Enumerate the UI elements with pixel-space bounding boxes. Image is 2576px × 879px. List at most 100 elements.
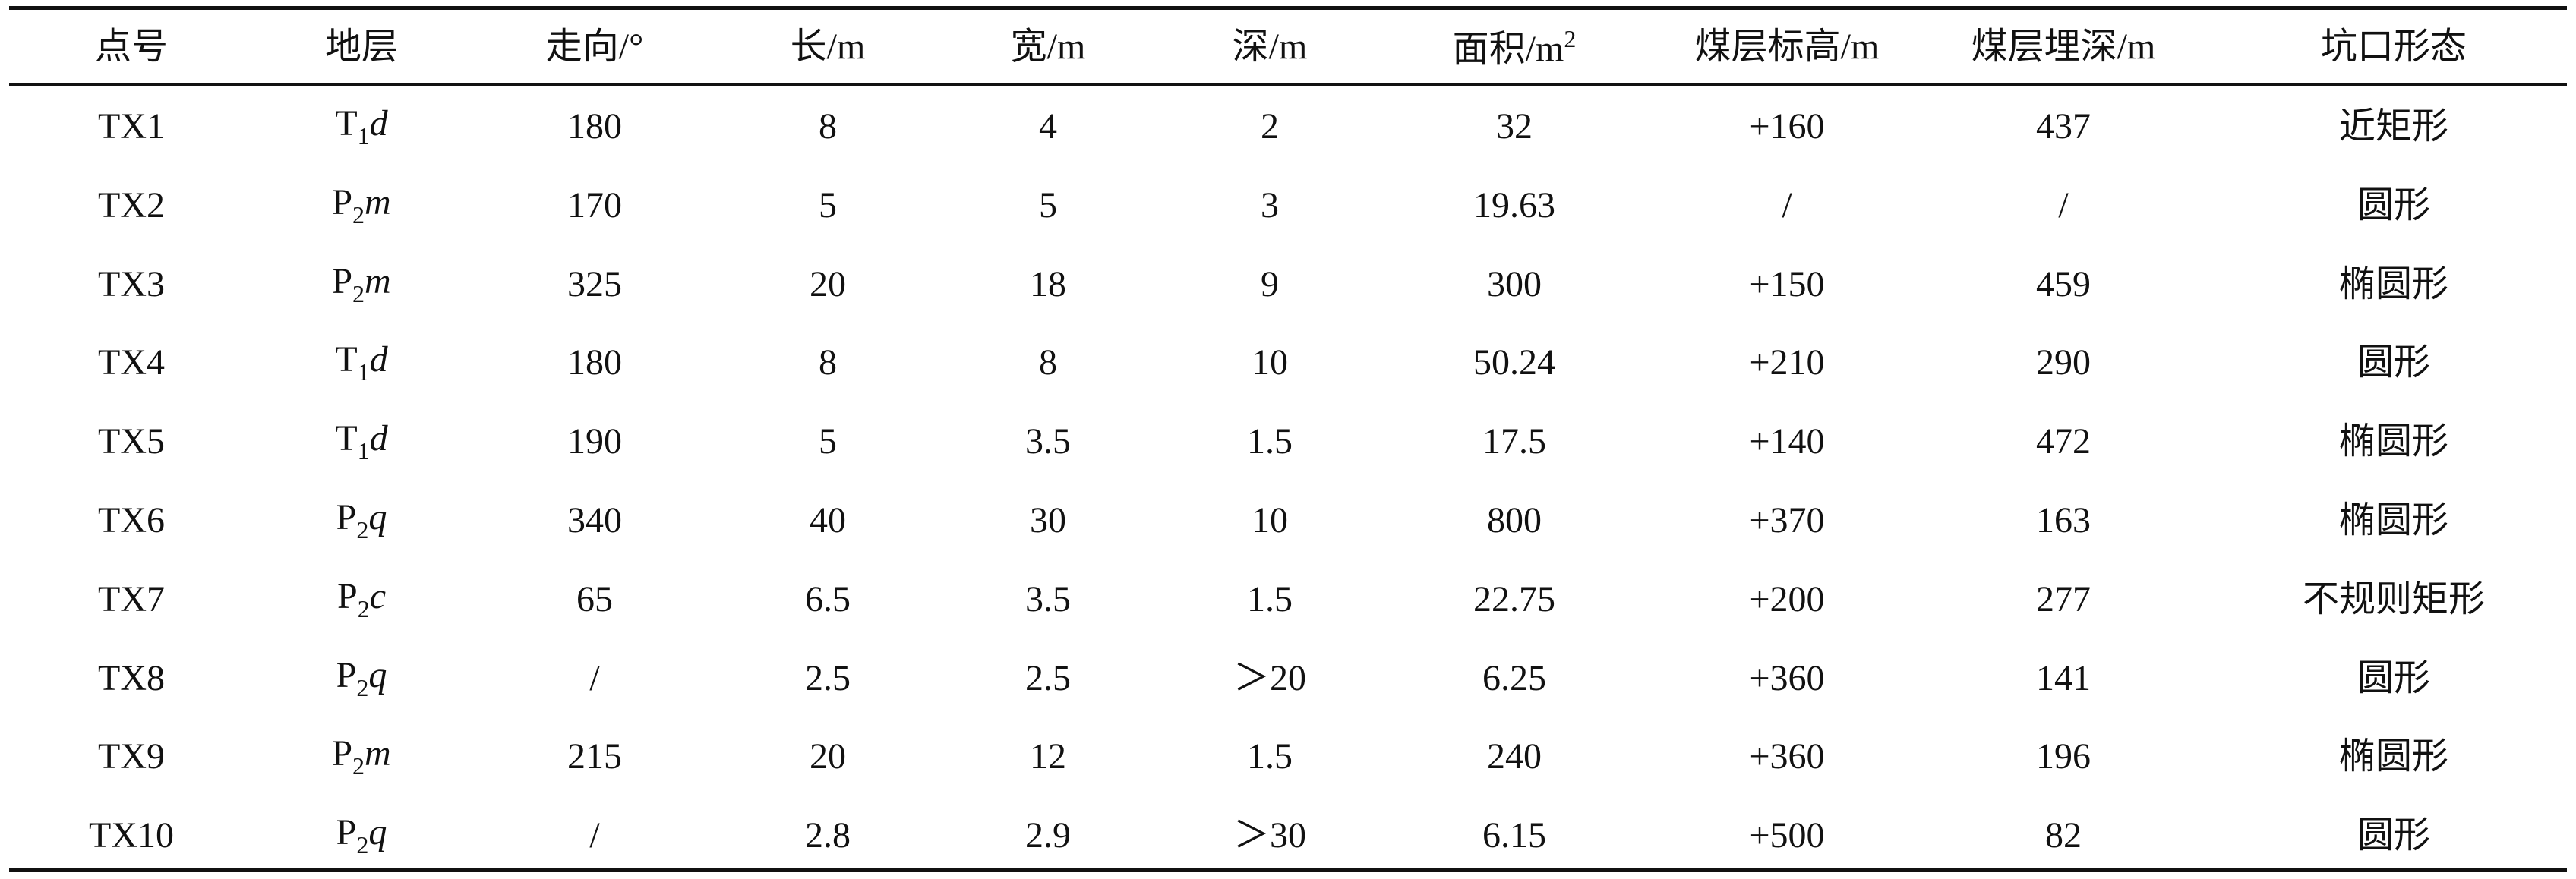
table-cell: 椭圆形 [2338,263,2449,304]
table-cell: 5 [1039,184,1057,225]
header-cell: 煤层埋深/m [1971,27,2156,67]
table-cell: 椭圆形 [2338,736,2449,777]
table-cell: +500 [1749,815,1825,856]
stratum-suffix: d [369,418,388,459]
table-cell: +360 [1749,657,1825,698]
stratum-base: P [332,260,353,301]
table-cell: 180 [567,342,622,383]
table-cell: / [589,657,600,698]
table-cell: TX3 [98,263,165,304]
stratum-base: P [336,812,357,853]
stratum-base: P [332,733,353,774]
table-cell: 20 [810,263,846,304]
stratum-base: P [336,575,358,616]
table-cell: P2m [332,733,391,779]
table-cell: 22.75 [1473,578,1555,619]
table-cell: 20 [810,736,846,777]
table-cell: 6.25 [1482,657,1546,698]
table-cell: TX6 [98,500,165,540]
table-cell: 圆形 [2357,657,2431,698]
stratum-subscript: 2 [352,200,365,228]
table-cell: 圆形 [2357,342,2431,383]
stratum-suffix: q [368,812,387,853]
header-cell: 点号 [94,27,169,67]
table-cell: 椭圆形 [2338,421,2449,462]
table-cell: 近矩形 [2338,106,2449,146]
table-cell: 10 [1252,500,1288,540]
table-cell: 2.9 [1025,815,1071,856]
stratum-subscript: 2 [356,673,369,701]
table-cell: / [2058,184,2069,225]
table-cell: 4 [1039,106,1057,146]
table-cell: 196 [2036,736,2091,777]
table-cell: 6.5 [805,578,851,619]
table-cell: +360 [1749,736,1825,777]
table-cell: T1d [335,418,388,464]
header-cell: 深/m [1232,27,1308,67]
header-cell: 走向/° [545,27,644,67]
table-cell: 6.15 [1482,815,1546,856]
stratum-base: T [335,103,358,143]
stratum-subscript: 1 [357,122,370,150]
header-cell: 面积/m2 [1453,27,1577,68]
table-cell: TX8 [98,657,165,698]
stratum-suffix: m [365,733,391,774]
table-cell: 8 [819,106,837,146]
table-cell: +150 [1749,263,1825,304]
table-cell: 141 [2036,657,2091,698]
header-cell: 坑口形态 [2320,27,2467,67]
table-cell: 40 [810,500,846,540]
table-cell: 圆形 [2357,815,2431,856]
table-cell: 163 [2036,500,2091,540]
top-rule [9,6,2567,10]
stratum-suffix: c [369,575,387,616]
stratum-suffix: m [365,260,391,301]
stratum-base: P [332,181,353,222]
table-cell: +200 [1749,578,1825,619]
table-cell: TX5 [98,421,165,462]
table-cell: T1d [335,339,387,386]
table-cell: 2.8 [805,815,851,856]
stratum-subscript: 2 [356,516,369,543]
table-cell: ＞20 [1233,657,1307,698]
table-cell: TX2 [98,184,165,225]
table-cell: 圆形 [2357,184,2431,225]
table-cell: P2m [332,263,390,306]
table-cell: 240 [1487,736,1542,777]
stratum-base: P [336,497,357,537]
table-cell: 340 [567,500,622,540]
table-cell: 82 [2045,815,2082,856]
table-cell: 12 [1030,736,1066,777]
table-cell: T1d [335,103,387,150]
header-cell: 煤层标高/m [1694,27,1880,67]
stratum-base: T [335,339,358,380]
table-cell: P2q [336,497,387,543]
table-cell: 30 [1030,500,1066,540]
table-cell: 3.5 [1025,421,1071,462]
header-cell: 地层 [324,27,399,67]
table-cell: 170 [567,184,622,225]
table-cell: / [1782,184,1792,225]
table-cell: 椭圆形 [2338,500,2449,540]
table-cell: 277 [2036,578,2091,619]
stratum-base: T [335,418,358,459]
stratum-subscript: 1 [357,358,370,386]
stratum-subscript: 2 [356,831,369,859]
table-cell: TX7 [98,578,165,619]
table-cell: 290 [2036,342,2091,383]
table-cell: 2 [1261,106,1279,146]
table-cell: 3.5 [1025,578,1071,619]
table-cell: 300 [1487,263,1542,304]
table-cell: 472 [2036,421,2091,462]
table-cell: P2q [336,657,387,700]
table-cell: +370 [1749,500,1825,540]
table-cell: P2q [336,812,387,859]
table-cell: 10 [1252,342,1288,383]
table-cell: 17.5 [1482,421,1546,462]
stratum-suffix: m [365,181,391,222]
table-cell: 18 [1030,263,1066,304]
table-cell: 437 [2036,106,2091,146]
table-cell: TX1 [98,106,165,146]
header-text: 面积/m [1452,29,1564,69]
